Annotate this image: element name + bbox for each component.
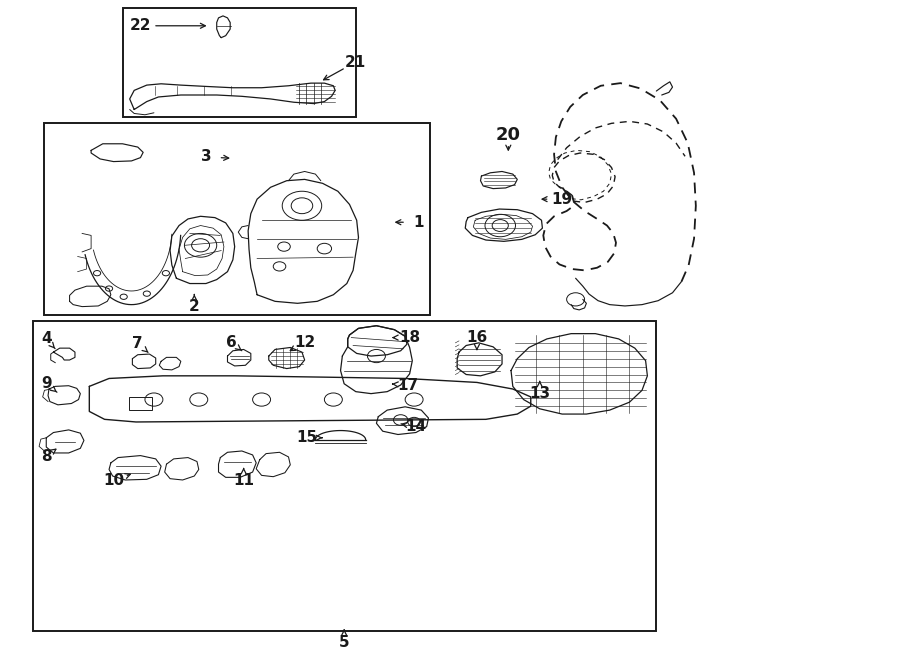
Text: 20: 20 (496, 126, 521, 144)
Text: 3: 3 (201, 150, 212, 164)
Text: 2: 2 (189, 299, 200, 314)
Text: 22: 22 (130, 19, 151, 33)
Text: 18: 18 (399, 330, 420, 345)
Text: 8: 8 (40, 449, 51, 464)
Text: 4: 4 (40, 332, 51, 346)
Text: 7: 7 (132, 336, 143, 351)
Text: 10: 10 (103, 473, 124, 488)
Bar (32, 321, 656, 631)
Text: 14: 14 (405, 419, 427, 434)
Text: 17: 17 (397, 377, 418, 393)
Bar (122, 8, 356, 117)
Bar (44, 123, 430, 314)
Text: 13: 13 (529, 386, 550, 401)
Bar (129, 397, 152, 410)
Text: 19: 19 (552, 192, 572, 207)
Text: 9: 9 (40, 376, 51, 391)
Text: 15: 15 (296, 430, 317, 446)
Text: 16: 16 (466, 330, 488, 345)
Text: 6: 6 (226, 335, 237, 350)
Text: 1: 1 (413, 214, 424, 230)
Text: 21: 21 (346, 54, 366, 70)
Text: 12: 12 (294, 335, 315, 350)
Text: 5: 5 (338, 635, 349, 649)
Text: 11: 11 (233, 473, 254, 488)
